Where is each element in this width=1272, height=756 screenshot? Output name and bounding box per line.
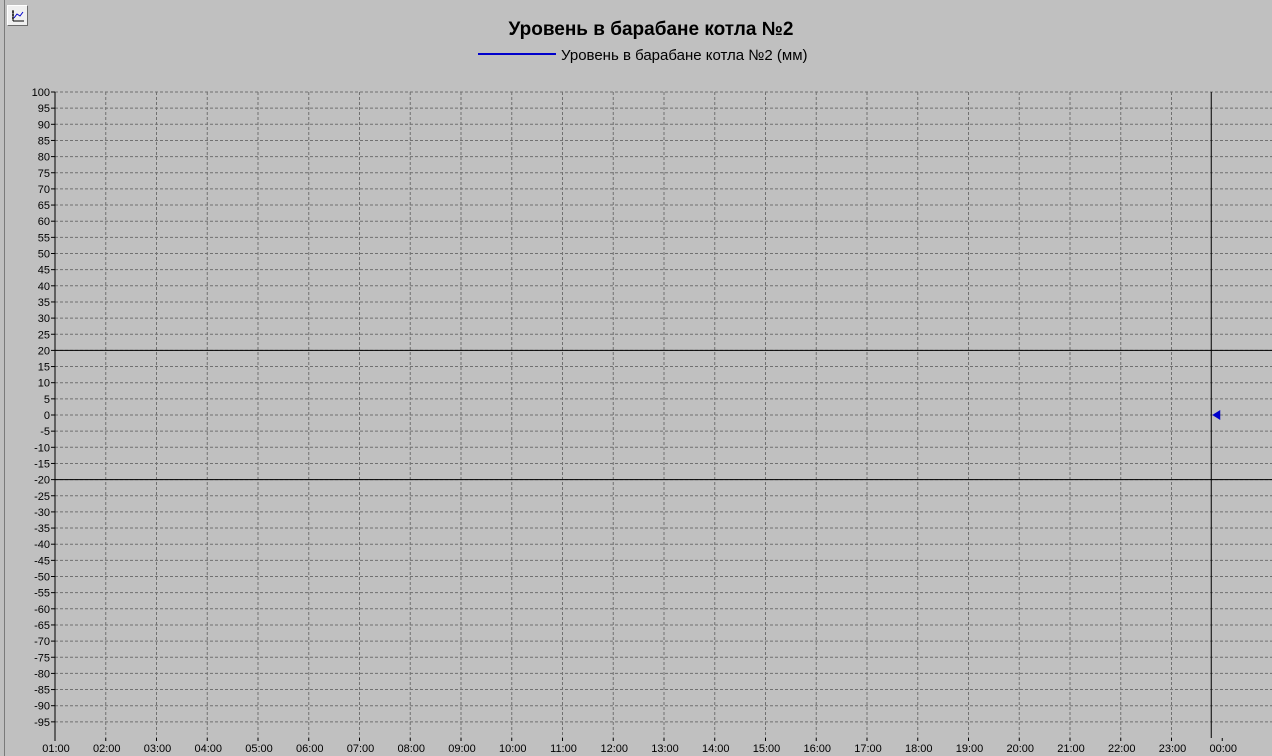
y-tick-label: -25 — [34, 491, 50, 503]
y-tick-label: -45 — [34, 555, 50, 567]
y-tick-label: 100 — [32, 87, 50, 99]
x-tick-label: 01:00 — [42, 743, 70, 755]
y-tick-label: 65 — [38, 200, 50, 212]
x-tick-label: 23:00 — [1159, 743, 1187, 755]
y-tick-label: 70 — [38, 184, 50, 196]
y-tick-label: 30 — [38, 313, 50, 325]
y-tick-label: -35 — [34, 523, 50, 535]
legend-label: Уровень в барабане котла №2 (мм) — [561, 47, 808, 64]
x-tick-label: 06:00 — [296, 743, 324, 755]
y-tick-label: 55 — [38, 232, 50, 244]
y-tick-label: -60 — [34, 604, 50, 616]
x-tick-label: 03:00 — [144, 743, 172, 755]
x-tick-label: 15:00 — [753, 743, 781, 755]
y-tick-label: -85 — [34, 685, 50, 697]
current-value-marker — [1212, 410, 1221, 420]
x-tick-label: 02:00 — [93, 743, 121, 755]
y-tick-label: 95 — [38, 103, 50, 115]
y-tick-label: 25 — [38, 329, 50, 341]
y-tick-label: 90 — [38, 119, 50, 131]
y-tick-label: -55 — [34, 588, 50, 600]
y-tick-label: 75 — [38, 168, 50, 180]
x-tick-label: 00:00 — [1209, 743, 1237, 755]
y-tick-label: -95 — [34, 717, 50, 729]
chart-icon[interactable] — [7, 5, 28, 26]
y-tick-label: 80 — [38, 152, 50, 164]
y-tick-label: 5 — [44, 394, 50, 406]
x-tick-label: 18:00 — [905, 743, 933, 755]
y-tick-label: 20 — [38, 345, 50, 357]
y-tick-label: -65 — [34, 620, 50, 632]
x-tick-label: 20:00 — [1006, 743, 1034, 755]
x-tick-label: 19:00 — [956, 743, 984, 755]
x-tick-label: 05:00 — [245, 743, 273, 755]
x-tick-label: 04:00 — [194, 743, 222, 755]
chart-title: Уровень в барабане котла №2 — [509, 19, 794, 40]
y-tick-label: 50 — [38, 249, 50, 261]
window-border — [4, 0, 5, 756]
x-tick-label: 14:00 — [702, 743, 730, 755]
y-tick-label: -75 — [34, 652, 50, 664]
y-tick-label: 60 — [38, 216, 50, 228]
y-tick-label: -30 — [34, 507, 50, 519]
chart-glyph-icon — [12, 10, 24, 22]
x-tick-label: 09:00 — [448, 743, 476, 755]
x-tick-label: 07:00 — [347, 743, 375, 755]
plot-area[interactable]: 1009590858075706560555045403530252015105… — [32, 87, 1272, 755]
y-tick-label: -5 — [40, 426, 50, 438]
y-tick-label: -40 — [34, 539, 50, 551]
y-tick-label: 45 — [38, 265, 50, 277]
y-tick-label: 15 — [38, 362, 50, 374]
x-tick-label: 12:00 — [600, 743, 628, 755]
x-tick-label: 13:00 — [651, 743, 679, 755]
y-tick-label: 0 — [44, 410, 50, 422]
y-tick-label: -90 — [34, 701, 50, 713]
x-tick-label: 11:00 — [550, 743, 577, 755]
y-tick-label: 10 — [38, 378, 50, 390]
x-tick-label: 17:00 — [854, 743, 882, 755]
y-tick-label: 85 — [38, 135, 50, 147]
y-tick-label: -15 — [34, 458, 50, 470]
y-tick-label: -10 — [34, 442, 50, 454]
legend: Уровень в барабане котла №2 (мм) — [478, 47, 808, 64]
x-tick-label: 22:00 — [1108, 743, 1136, 755]
x-tick-label: 21:00 — [1057, 743, 1085, 755]
y-tick-label: 40 — [38, 281, 50, 293]
y-tick-label: 35 — [38, 297, 50, 309]
y-tick-label: -70 — [34, 636, 50, 648]
x-tick-label: 16:00 — [803, 743, 831, 755]
y-tick-label: -20 — [34, 475, 50, 487]
y-tick-label: -80 — [34, 668, 50, 680]
x-tick-label: 10:00 — [499, 743, 527, 755]
x-tick-label: 08:00 — [397, 743, 425, 755]
y-tick-label: -50 — [34, 572, 50, 584]
